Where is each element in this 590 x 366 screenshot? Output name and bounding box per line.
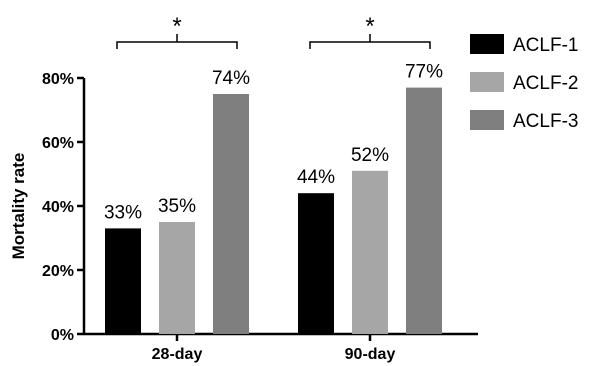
- bar-ACLF-2-28-day: [159, 222, 195, 334]
- significance-bracket: [116, 41, 238, 49]
- legend-swatch: [470, 72, 504, 92]
- y-tick-label: 40%: [42, 199, 74, 216]
- significance-star: *: [365, 13, 374, 40]
- bar-ACLF-1-90-day: [298, 193, 334, 334]
- y-axis-label: Mortality rate: [9, 153, 28, 260]
- axes: 0% 20% 40% 60% 80% Mortality rate 28-day 90-day: [9, 71, 478, 363]
- legend-label: ACLF-1: [513, 35, 578, 56]
- y-tick-label: 60%: [42, 135, 74, 152]
- data-label: 44%: [297, 167, 335, 188]
- bars: [105, 87, 442, 334]
- legend-label: ACLF-3: [513, 111, 578, 132]
- legend-label: ACLF-2: [513, 73, 578, 94]
- bar-ACLF-3-90-day: [406, 87, 442, 334]
- legend-swatch: [470, 34, 504, 54]
- legend-item-ACLF-2[interactable]: ACLF-2: [470, 72, 578, 94]
- legend-item-ACLF-3[interactable]: ACLF-3: [470, 110, 578, 132]
- significance-brackets: * *: [116, 13, 431, 49]
- x-tick-label: 90-day: [345, 346, 396, 363]
- y-tick-label: 80%: [42, 71, 74, 88]
- x-tick-label: 28-day: [152, 346, 203, 363]
- legend-item-ACLF-1[interactable]: ACLF-1: [470, 34, 578, 56]
- bar-ACLF-2-90-day: [352, 170, 388, 334]
- bar-ACLF-1-28-day: [105, 228, 141, 334]
- legend-swatch: [470, 110, 504, 130]
- data-label: 33%: [104, 202, 142, 223]
- bar-ACLF-3-28-day: [213, 94, 249, 334]
- data-label: 74%: [212, 68, 250, 89]
- significance-star: *: [172, 13, 181, 40]
- data-label: 77%: [405, 62, 443, 83]
- data-label: 35%: [158, 196, 196, 217]
- data-label: 52%: [351, 145, 389, 166]
- significance-bracket: [309, 41, 431, 49]
- data-labels: 33% 35% 74% 44% 52% 77%: [104, 62, 443, 224]
- legend[interactable]: ACLF-1 ACLF-2 ACLF-3: [470, 34, 578, 132]
- y-tick-label: 20%: [42, 263, 74, 280]
- y-tick-label: 0%: [51, 327, 74, 344]
